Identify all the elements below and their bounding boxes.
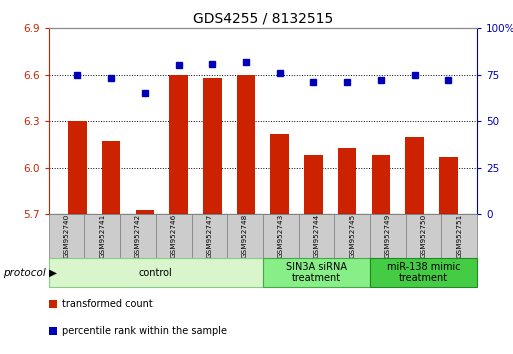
Text: GSM952746: GSM952746 <box>171 214 176 258</box>
Text: GSM952741: GSM952741 <box>100 214 105 258</box>
Bar <box>120 214 156 258</box>
Text: GSM952750: GSM952750 <box>421 214 426 258</box>
Bar <box>370 214 406 258</box>
Bar <box>406 214 441 258</box>
Bar <box>371 155 390 214</box>
Bar <box>49 214 85 258</box>
Text: SIN3A siRNA
treatment: SIN3A siRNA treatment <box>286 262 347 284</box>
Bar <box>135 210 154 214</box>
Text: control: control <box>139 268 173 278</box>
Bar <box>370 258 477 287</box>
Bar <box>439 157 458 214</box>
Title: GDS4255 / 8132515: GDS4255 / 8132515 <box>193 12 333 26</box>
Bar <box>270 134 289 214</box>
Bar <box>338 148 357 214</box>
Text: GSM952747: GSM952747 <box>206 214 212 258</box>
Text: GSM952749: GSM952749 <box>385 214 391 258</box>
Bar <box>304 155 323 214</box>
Bar <box>263 214 299 258</box>
Text: GSM952743: GSM952743 <box>278 214 284 258</box>
Text: transformed count: transformed count <box>62 299 153 309</box>
Text: percentile rank within the sample: percentile rank within the sample <box>62 326 227 336</box>
Bar <box>169 75 188 214</box>
Bar <box>334 214 370 258</box>
Text: GSM952740: GSM952740 <box>64 214 70 258</box>
Bar <box>237 75 255 214</box>
Bar <box>156 214 191 258</box>
Text: protocol ▶: protocol ▶ <box>3 268 56 278</box>
Bar <box>191 214 227 258</box>
Bar <box>49 258 263 287</box>
Bar <box>263 258 370 287</box>
Bar <box>441 214 477 258</box>
Text: GSM952745: GSM952745 <box>349 214 355 258</box>
Text: GSM952742: GSM952742 <box>135 214 141 258</box>
Text: GSM952751: GSM952751 <box>456 214 462 258</box>
Text: GSM952744: GSM952744 <box>313 214 320 258</box>
Bar <box>102 141 121 214</box>
Bar <box>299 214 334 258</box>
Text: GSM952748: GSM952748 <box>242 214 248 258</box>
Bar <box>68 121 87 214</box>
Bar <box>85 214 120 258</box>
Text: miR-138 mimic
treatment: miR-138 mimic treatment <box>387 262 460 284</box>
Bar <box>203 78 222 214</box>
Bar <box>227 214 263 258</box>
Bar <box>405 137 424 214</box>
